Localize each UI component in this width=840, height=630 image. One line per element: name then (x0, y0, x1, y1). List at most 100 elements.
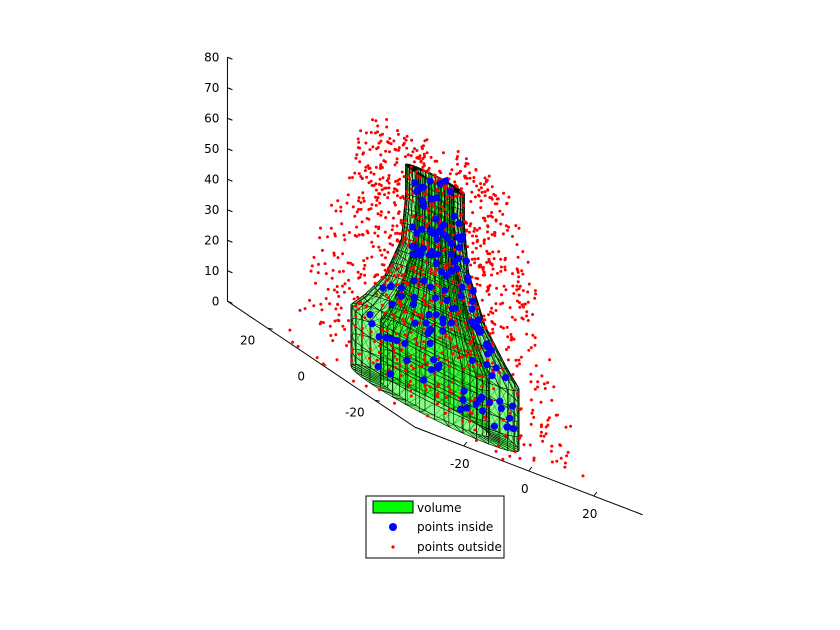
point-outside (518, 362, 521, 366)
point-outside (403, 277, 406, 281)
volume-mesh-edge (399, 369, 409, 388)
volume-mesh-edge (405, 404, 426, 411)
point-outside (539, 434, 543, 438)
point-outside (423, 358, 426, 362)
point-outside (464, 157, 468, 161)
point-outside (541, 439, 545, 443)
point-outside (361, 331, 365, 335)
point-outside (454, 323, 458, 327)
point-inside (441, 286, 449, 294)
volume-mesh-edge (455, 319, 461, 335)
point-outside (352, 379, 355, 383)
point-outside (451, 280, 455, 284)
volume-mesh-edge (380, 366, 393, 375)
point-outside (358, 160, 362, 164)
point-outside (357, 199, 360, 203)
volume-mesh-edge (449, 285, 455, 300)
point-outside (384, 311, 388, 314)
point-outside (409, 165, 413, 169)
point-outside (506, 335, 510, 339)
volume-mesh-edge (370, 295, 374, 308)
point-outside (462, 299, 466, 303)
point-inside (476, 395, 484, 404)
point-outside (409, 187, 413, 191)
volume-mesh-edge (355, 333, 363, 351)
point-outside (378, 248, 382, 252)
point-outside (451, 233, 455, 237)
point-outside (454, 194, 458, 198)
volume-mesh-edge (392, 373, 406, 382)
point-outside (477, 193, 480, 197)
volume-mesh-edge (424, 384, 435, 396)
point-outside (527, 282, 531, 286)
point-outside (533, 343, 537, 347)
point-outside (501, 212, 505, 216)
point-outside (391, 243, 395, 247)
volume-mesh-edge (406, 321, 422, 344)
volume-mesh-edge (410, 203, 417, 216)
volume-mesh-edge (405, 208, 408, 225)
point-outside (473, 227, 477, 230)
point-outside (533, 336, 537, 340)
point-outside (373, 340, 377, 343)
point-outside (494, 219, 498, 223)
volume-mesh-edge (450, 331, 455, 346)
point-outside (330, 276, 334, 280)
point-outside (427, 166, 431, 170)
point-inside (374, 363, 382, 371)
point-outside (288, 328, 292, 332)
point-outside (378, 177, 382, 181)
volume-mesh-edge (464, 322, 468, 340)
point-outside (505, 348, 508, 351)
volume-mesh-edge (490, 352, 509, 379)
point-outside (329, 226, 333, 230)
point-outside (333, 319, 337, 323)
volume-mesh-edge (517, 386, 520, 405)
point-inside (431, 294, 440, 302)
point-inside (447, 250, 455, 258)
point-outside (451, 352, 455, 356)
point-outside (406, 282, 410, 286)
point-outside (347, 231, 351, 234)
point-outside (534, 364, 538, 368)
point-inside (458, 283, 466, 291)
point-outside (503, 268, 507, 272)
volume-mesh-edge (369, 382, 400, 397)
volume-mesh-edge (351, 368, 384, 385)
point-outside (371, 145, 375, 149)
point-outside (395, 238, 399, 242)
point-outside (410, 214, 414, 218)
volume-mesh-edge (392, 350, 400, 362)
point-outside (404, 310, 408, 314)
point-outside (335, 358, 339, 362)
volume-mesh-edge (382, 274, 388, 286)
point-outside (511, 272, 514, 276)
volume-mesh-edge (434, 380, 450, 390)
point-outside (336, 256, 340, 260)
point-outside (450, 327, 454, 331)
point-inside (408, 242, 416, 251)
point-outside (469, 349, 473, 353)
point-inside (379, 284, 387, 292)
point-outside (486, 224, 490, 228)
point-outside (377, 245, 381, 249)
point-outside (387, 210, 391, 214)
point-outside (469, 222, 473, 226)
point-outside (393, 355, 396, 358)
point-outside (493, 230, 496, 234)
point-outside (405, 190, 409, 194)
point-outside (382, 275, 386, 279)
point-outside (349, 261, 353, 265)
point-outside (413, 147, 416, 151)
point-outside (406, 193, 410, 197)
point-outside (428, 385, 432, 389)
point-outside (453, 248, 456, 252)
point-inside (397, 292, 405, 300)
point-outside (396, 273, 400, 277)
volume-mesh-edge (369, 374, 381, 384)
point-outside (466, 352, 470, 356)
point-outside (455, 185, 459, 189)
point-outside (334, 307, 338, 311)
point-outside (487, 313, 491, 317)
point-outside (329, 334, 333, 337)
